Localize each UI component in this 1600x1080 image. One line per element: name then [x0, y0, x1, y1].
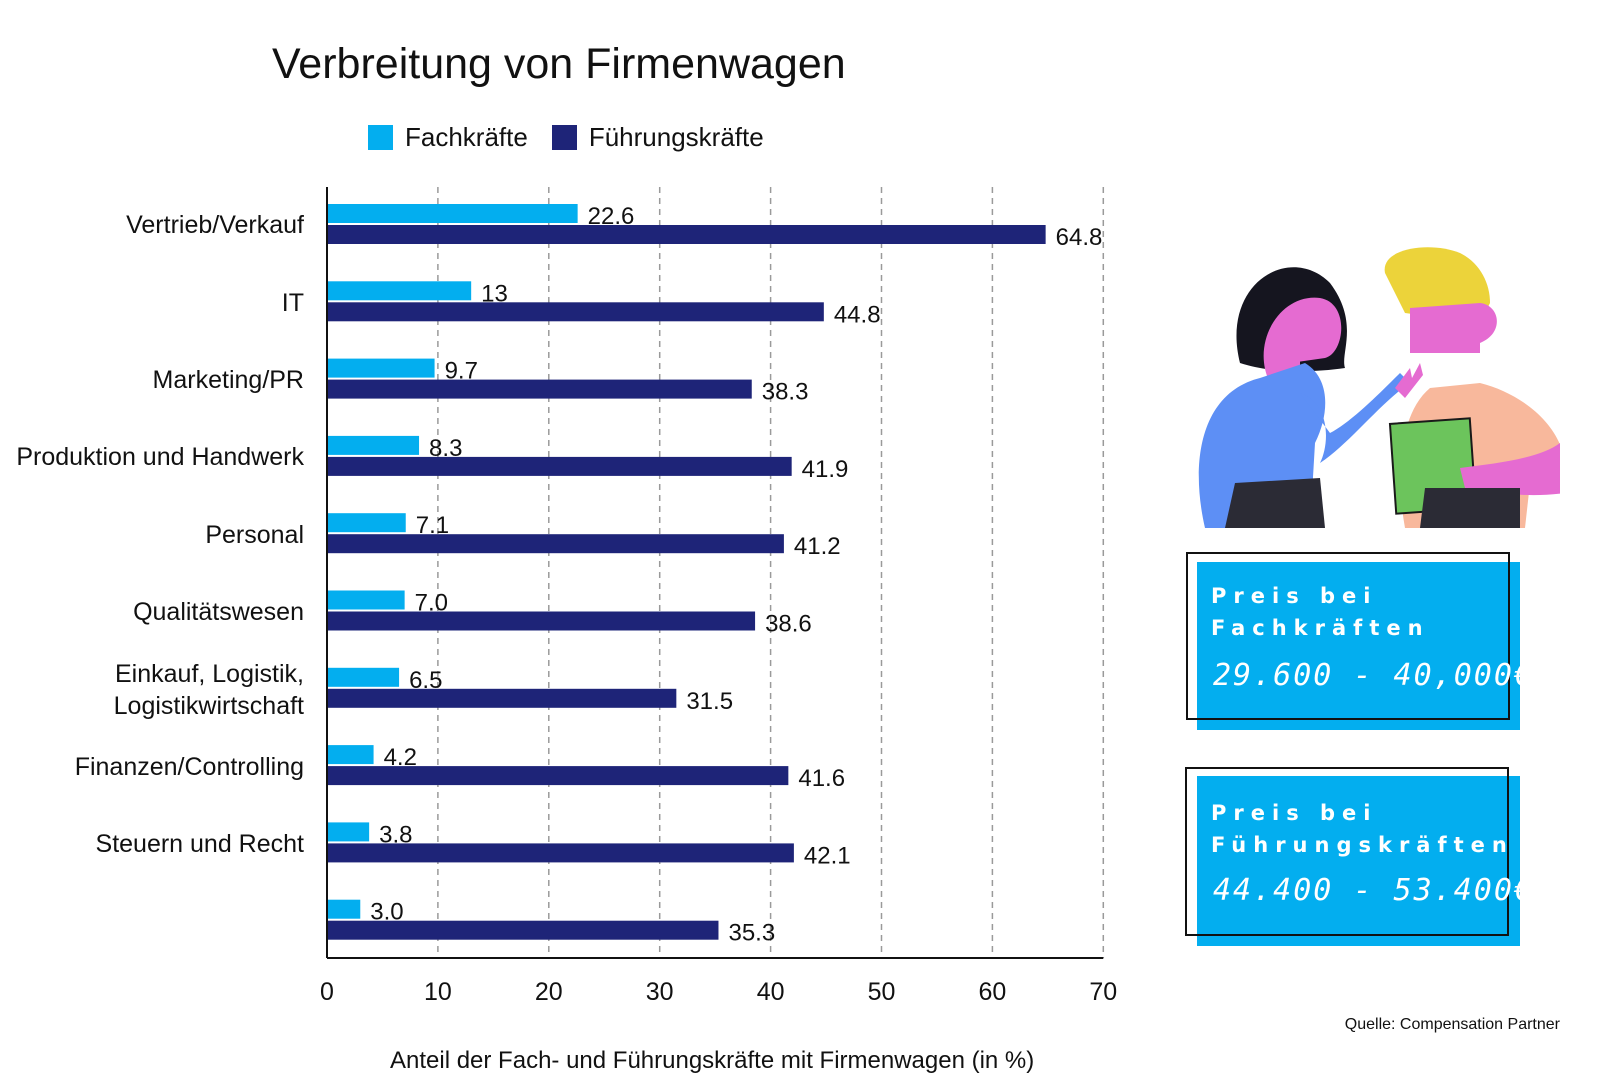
bar-fachkraefte	[328, 590, 405, 610]
woman-skirt	[1225, 478, 1325, 528]
bar-fuehrungskraefte	[328, 225, 1046, 244]
bar-fuehrungskraefte	[328, 534, 784, 554]
source-note: Quelle: Compensation Partner	[1344, 1016, 1560, 1033]
bar-fachkraefte	[328, 745, 374, 765]
man-pants	[1420, 488, 1520, 528]
chart-title: Verbreitung von Firmenwagen	[272, 40, 846, 88]
x-tick-label: 20	[535, 978, 563, 1006]
legend-item-fachkraefte: Fachkräfte	[368, 122, 528, 153]
category-label: Vertrieb/Verkauf	[126, 211, 304, 239]
card-label: Preis bei Fachkräften	[1211, 584, 1430, 640]
category-label: Finanzen/Controlling	[74, 753, 304, 781]
x-tick-label: 60	[978, 978, 1006, 1006]
data-label: 38.3	[762, 379, 809, 406]
bar-fuehrungskraefte	[328, 379, 752, 399]
category-label: Einkauf, Logistik, Logistikwirtschaft	[113, 660, 304, 720]
price-value: 29.600 - 40,000€	[1213, 658, 1534, 693]
category-label: Marketing/PR	[152, 366, 304, 394]
bar-fachkraefte	[328, 822, 370, 842]
bar-fachkraefte	[328, 435, 420, 455]
legend-swatch-fuehrungskraefte	[551, 125, 577, 150]
bar-fachkraefte	[328, 358, 435, 378]
x-tick-label: 40	[757, 978, 785, 1006]
x-tick-label: 70	[1089, 978, 1117, 1006]
bar-fuehrungskraefte	[328, 920, 719, 940]
bar-fachkraefte	[328, 667, 400, 687]
bar-fuehrungskraefte	[328, 456, 792, 476]
legend-label-fuehrungskraefte: Führungskräfte	[588, 122, 764, 152]
bar-fuehrungskraefte	[328, 302, 824, 322]
data-label: 64.8	[1056, 224, 1103, 251]
category-label: Qualitätswesen	[133, 598, 304, 626]
data-label: 41.6	[798, 765, 845, 792]
bar-fachkraefte	[328, 204, 578, 223]
bar-fachkraefte	[328, 513, 406, 533]
category-label: Steuern und Recht	[95, 830, 304, 858]
legend-item-fuehrungskraefte: Führungskräfte	[551, 122, 764, 153]
man-arm	[1460, 443, 1560, 496]
x-tick-label: 50	[868, 978, 896, 1006]
data-label: 44.8	[834, 301, 881, 328]
bar-fachkraefte	[328, 899, 361, 919]
bar-fuehrungskraefte	[328, 688, 677, 708]
bar-fuehrungskraefte	[328, 843, 794, 863]
x-tick-label: 10	[424, 978, 452, 1006]
woman-hand	[1395, 363, 1423, 398]
data-label: 42.1	[804, 842, 851, 869]
data-label: 38.6	[765, 611, 812, 638]
category-label: Produktion und Handwerk	[16, 443, 304, 471]
x-tick-label: 0	[320, 978, 334, 1006]
man-hair	[1384, 247, 1490, 323]
price-value: 44.400 - 53.400€	[1213, 873, 1534, 908]
man-face	[1410, 303, 1497, 353]
data-label: 41.9	[802, 456, 849, 483]
bar-fuehrungskraefte	[328, 766, 789, 786]
bar-fuehrungskraefte	[328, 611, 756, 631]
data-label: 41.2	[794, 533, 841, 560]
category-label: Personal	[205, 521, 304, 549]
legend: Fachkräfte Führungskräfte	[368, 122, 788, 153]
x-axis-title: Anteil der Fach- und Führungskräfte mit …	[390, 1047, 1035, 1074]
data-label: 35.3	[728, 920, 775, 947]
legend-label-fachkraefte: Fachkräfte	[405, 122, 528, 152]
people-illustration	[1198, 247, 1560, 528]
data-label: 31.5	[686, 688, 733, 715]
category-label: IT	[281, 289, 304, 317]
legend-swatch-fachkraefte	[368, 125, 393, 150]
bar-fachkraefte	[328, 281, 472, 301]
card-label: Preis bei Führungskräften	[1211, 801, 1514, 857]
x-tick-label: 30	[646, 978, 674, 1006]
